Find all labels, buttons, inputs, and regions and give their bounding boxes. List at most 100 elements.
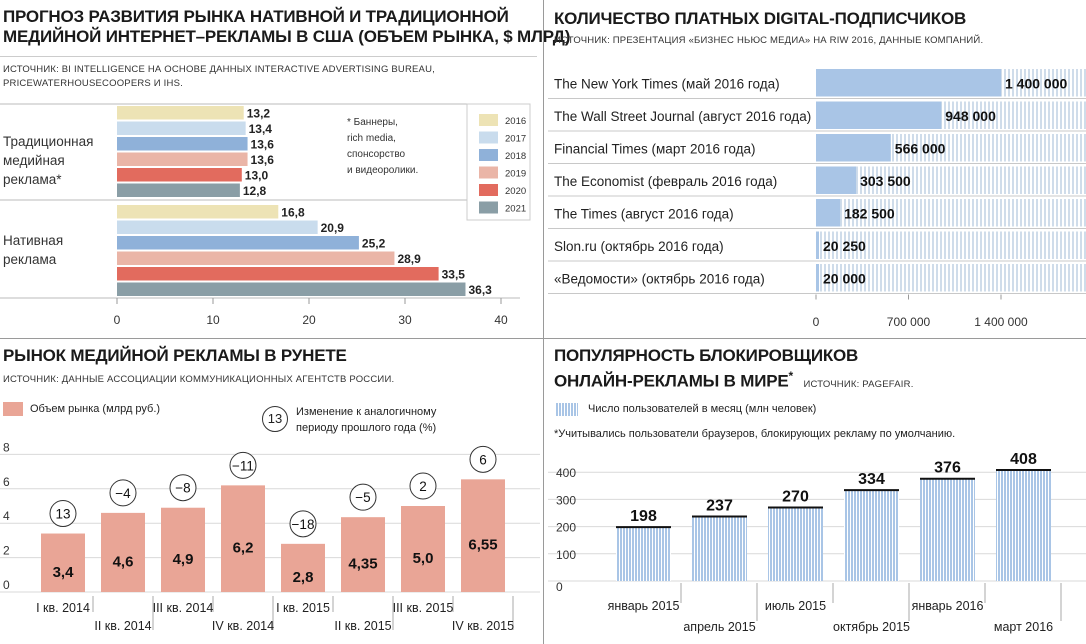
us-chart-title-line2: МЕДИЙНОЙ ИНТЕРНЕТ–РЕКЛАМЫ В США (ОБЪЕМ Р…	[3, 27, 571, 46]
bar-runet	[341, 517, 385, 592]
x-tick-label: март 2016	[994, 620, 1053, 634]
y-tick-label: 6	[3, 475, 10, 489]
bar-value-label: 303 500	[860, 173, 911, 189]
y-tick-label: 0	[556, 580, 563, 594]
runet-legend-bar-swatch	[3, 402, 23, 416]
change-circle	[49, 500, 77, 528]
bar-background	[816, 199, 1086, 227]
us-ad-market-chart: 13,213,4 13,613,6 13,012,8 16,8 20,9 25,2 28,9…	[0, 103, 531, 327]
adblock-chart: 0 100 200 300 400 198 январь 2015 237 апрель 201…	[548, 451, 1086, 634]
bar-value-label: 334	[858, 471, 885, 488]
bar-subscribers	[816, 166, 857, 194]
bar-adblock	[844, 490, 899, 581]
change-circle	[169, 474, 197, 502]
group-label-native: реклама	[3, 252, 57, 267]
legend-label-2018: 2018	[505, 151, 526, 162]
bar-value-label: 948 000	[945, 108, 996, 124]
bar-adblock	[920, 478, 975, 581]
bar-value-label: 270	[782, 489, 809, 506]
footnote-line: и видеоролики.	[347, 165, 418, 176]
legend-label-2021: 2021	[505, 204, 526, 215]
row-label: «Ведомости» (октябрь 2016 года)	[554, 271, 765, 286]
x-tick-label: IV кв. 2014	[212, 619, 274, 633]
bar-2017-native	[117, 220, 318, 234]
group-label-traditional: медийная	[3, 153, 65, 168]
x-tick-label: 1 400 000	[974, 315, 1028, 329]
bar-value-label: 20,9	[321, 221, 345, 235]
legend-label-2017: 2017	[505, 134, 526, 145]
adblock-source: ИСТОЧНИК: PAGEFAIR.	[803, 378, 914, 390]
bar-adblock	[692, 516, 747, 581]
x-tick-label: I кв. 2014	[36, 601, 90, 615]
x-tick-label: 10	[206, 313, 220, 327]
change-circle	[469, 445, 497, 473]
bar-2020-native	[117, 267, 439, 281]
change-circle	[349, 483, 377, 511]
bar-adblock	[996, 470, 1051, 581]
change-label: −18	[292, 517, 315, 532]
adblock-note: *Учитывались пользователи браузеров, бло…	[554, 428, 956, 440]
change-circle	[289, 510, 317, 538]
row-label: The Economist (февраль 2016 года)	[554, 174, 777, 189]
bar-subscribers	[816, 264, 819, 292]
bar-value-label: 13,0	[245, 169, 269, 183]
bar-value-label: 237	[706, 498, 733, 515]
bar-value-label: 25,2	[362, 237, 386, 251]
subscribers-title: КОЛИЧЕСТВО ПЛАТНЫХ DIGITAL-ПОДПИСЧИКОВ	[554, 9, 967, 28]
bar-2016-native	[117, 205, 279, 219]
bar-subscribers	[816, 134, 891, 162]
change-label: −5	[355, 490, 370, 505]
legend-swatch-2020	[479, 184, 498, 196]
runet-title: РЫНОК МЕДИЙНОЙ РЕКЛАМЫ В РУНЕТЕ	[3, 346, 347, 365]
x-tick-label: апрель 2015	[683, 620, 755, 634]
legend-swatch-2016	[479, 114, 498, 126]
legend-swatch-2018	[479, 149, 498, 161]
group-label-native: Нативная	[3, 233, 63, 248]
bar-value-label: 33,5	[442, 268, 466, 282]
bar-background	[816, 166, 1086, 194]
bar-value-label: 5,0	[413, 550, 434, 567]
bar-subscribers	[816, 231, 819, 259]
bar-value-label: 2,8	[293, 569, 314, 586]
bar-value-label: 182 500	[844, 205, 895, 221]
bar-2021-native	[117, 282, 466, 296]
x-tick-label: 20	[302, 313, 316, 327]
adblock-title-text: ОНЛАЙН-РЕКЛАМЫ В МИРЕ	[554, 371, 789, 391]
y-tick-label: 300	[556, 493, 576, 507]
x-tick-label: 700 000	[887, 315, 931, 329]
change-circle	[109, 479, 137, 507]
x-tick-label: II кв. 2015	[334, 619, 391, 633]
bar-value-label: 20 000	[823, 270, 866, 286]
x-tick-label: III кв. 2014	[153, 601, 214, 615]
bar-subscribers	[816, 69, 1001, 97]
us-chart-title-line1: ПРОГНОЗ РАЗВИТИЯ РЫНКА НАТИВНОЙ И ТРАДИЦ…	[3, 7, 509, 26]
bar-runet	[101, 512, 145, 592]
bar-runet	[401, 506, 445, 592]
row-label: The Wall Street Journal (август 2016 год…	[554, 109, 811, 124]
bar-value-label: 6,55	[468, 537, 497, 554]
adblock-title-line2: ОНЛАЙН-РЕКЛАМЫ В МИРЕ* ИСТОЧНИК: PAGEFAI…	[554, 366, 914, 395]
bar-2018-native	[117, 236, 359, 250]
x-tick-label: 40	[494, 313, 508, 327]
subscribers-source: ИСТОЧНИК: ПРЕЗЕНТАЦИЯ «БИЗНЕС НЬЮС МЕДИА…	[554, 35, 984, 46]
x-tick-label: III кв. 2015	[393, 601, 454, 615]
footnote-line: * Баннеры,	[347, 117, 398, 128]
row-label: The Times (август 2016 года)	[554, 206, 734, 221]
bar-value-label: 4,6	[113, 553, 134, 570]
x-tick-label: IV кв. 2015	[452, 619, 514, 633]
x-tick-label: январь 2015	[608, 599, 680, 613]
change-circle	[229, 451, 257, 479]
bar-value-label: 13,6	[251, 153, 275, 167]
legend-swatch-2017	[479, 131, 498, 144]
runet-chart: 0 2 4 6 8 3,4 13 I кв. 2014 4,6 −4 II кв. 2014 4,9 −…	[0, 440, 540, 633]
bar-runet	[161, 507, 205, 592]
bar-value-label: 3,4	[53, 564, 75, 581]
row-label: The New York Times (май 2016 года)	[554, 76, 780, 91]
x-tick-label: 30	[398, 313, 412, 327]
x-tick-label: I кв. 2015	[276, 601, 330, 615]
bar-value-label: 198	[630, 508, 657, 525]
bar-2019-traditional	[117, 152, 248, 166]
bar-subscribers	[816, 199, 841, 227]
subscribers-chart: The New York Times (май 2016 года) 1 400 …	[548, 69, 1086, 329]
runet-source: ИСТОЧНИК: ДАННЫЕ АССОЦИАЦИИ КОММУНИКАЦИО…	[3, 374, 395, 385]
